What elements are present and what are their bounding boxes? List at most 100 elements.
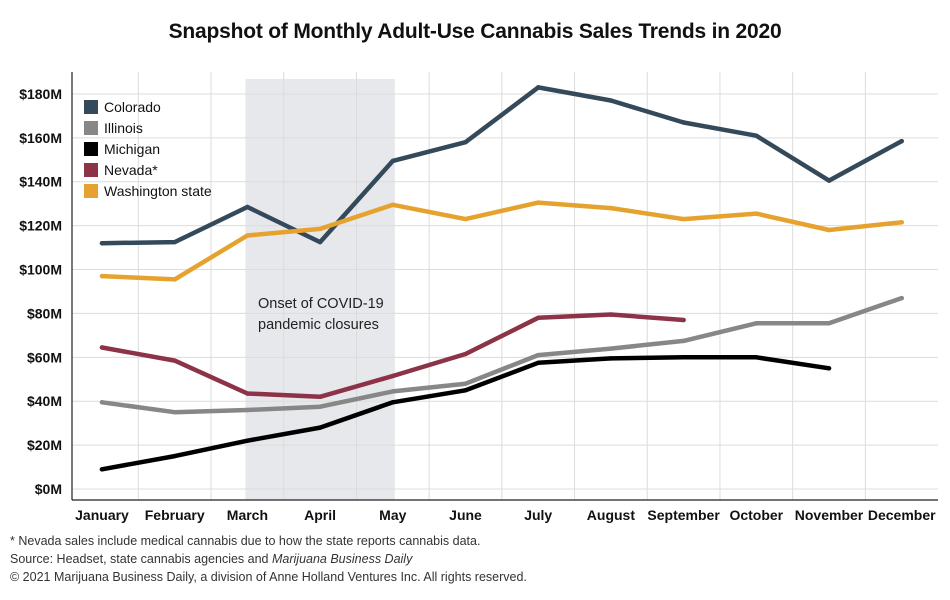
data-point-colorado [463,140,468,145]
line-chart: $0M $20M $40M $60M $80M $100M $120M $140M $160M $… [19,72,938,523]
y-tick-label: $20M [27,437,62,453]
data-point-washington-state [463,216,468,222]
legend-label: Washington state [104,183,212,199]
x-tick-label: September [647,507,720,523]
source-note: Source: Headset, state cannabis agencies… [10,552,412,566]
data-point-nevada [172,358,177,363]
data-point-michigan [754,355,759,360]
data-point-washington-state [826,227,832,233]
data-point-colorado [536,85,541,90]
source-prefix: Source: Headset, state cannabis agencies… [10,552,272,566]
data-point-illinois [681,338,686,344]
covid-annotation-text: pandemic closures [258,317,379,333]
data-point-nevada [463,351,468,357]
x-tick-label: March [227,507,268,523]
data-point-washington-state [245,233,250,238]
data-point-colorado [172,239,177,245]
source-publication: Marijuana Business Daily [271,552,413,566]
data-point-illinois [536,352,541,358]
data-point-michigan [245,438,250,443]
data-point-illinois [390,389,395,394]
x-tick-label: April [304,507,336,523]
data-point-michigan [826,366,832,371]
data-point-illinois [899,295,904,301]
series-line-washington-state [99,200,904,282]
data-point-michigan [608,356,614,361]
legend-label: Illinois [104,120,143,136]
legend-swatch [84,121,98,135]
data-point-colorado [754,133,759,138]
data-point-michigan [681,355,686,360]
x-tick-label: July [524,507,552,523]
data-point-washington-state [899,220,904,225]
legend-swatch [84,184,98,198]
data-point-colorado [317,239,323,245]
y-tick-label: $160M [19,130,62,146]
data-point-nevada [536,315,541,321]
data-point-nevada [99,345,105,350]
copyright-note: © 2021 Marijuana Business Daily, a divis… [10,570,527,584]
x-tick-label: January [75,507,129,523]
data-point-washington-state [99,273,105,279]
data-point-illinois [317,404,323,409]
data-point-illinois [608,346,614,351]
x-tick-label: June [449,507,482,523]
data-point-washington-state [536,200,541,205]
data-point-nevada [317,394,323,400]
data-point-michigan [99,467,105,472]
data-point-washington-state [681,216,686,222]
data-point-illinois [99,400,105,405]
legend-swatch [84,163,98,177]
data-point-washington-state [608,205,614,211]
legend-label: Colorado [104,99,161,115]
x-tick-label: November [795,507,864,523]
x-tick-label: May [379,507,406,523]
legend-label: Michigan [104,141,160,157]
data-point-washington-state [317,226,323,232]
data-point-michigan [390,400,395,405]
data-point-colorado [899,138,904,144]
series-line-illinois [99,295,904,415]
data-point-nevada [608,312,614,317]
data-point-illinois [754,321,759,326]
y-tick-label: $0M [35,481,62,497]
data-point-washington-state [172,277,177,282]
series-line-colorado [99,85,904,246]
data-point-illinois [172,410,177,415]
data-point-colorado [681,120,686,125]
data-point-illinois [826,321,832,326]
y-tick-label: $80M [27,305,62,321]
data-point-michigan [536,360,541,366]
y-tick-label: $140M [19,174,62,190]
data-point-michigan [317,425,323,430]
data-point-nevada [390,373,395,379]
data-point-michigan [172,453,177,459]
data-point-colorado [99,241,105,246]
data-point-colorado [390,158,395,164]
data-point-colorado [826,178,832,183]
data-point-nevada [681,317,686,323]
data-point-washington-state [390,202,395,207]
y-tick-label: $40M [27,393,62,409]
data-point-illinois [245,407,250,413]
chart-title: Snapshot of Monthly Adult-Use Cannabis S… [168,20,782,43]
data-point-colorado [245,204,250,210]
y-tick-label: $60M [27,349,62,365]
y-tick-label: $180M [19,86,62,102]
footnote: * Nevada sales include medical cannabis … [10,534,481,548]
data-point-washington-state [754,211,759,216]
data-point-michigan [463,388,468,393]
data-point-colorado [608,98,614,103]
covid-annotation-text: Onset of COVID-19 [258,296,384,312]
legend-swatch [84,100,98,114]
y-tick-label: $100M [19,262,62,278]
x-tick-label: August [587,507,636,523]
x-tick-label: February [145,507,205,523]
data-point-nevada [245,391,250,396]
y-tick-label: $120M [19,218,62,234]
data-point-illinois [463,381,468,386]
legend-label: Nevada* [104,162,158,178]
legend-swatch [84,142,98,156]
x-tick-label: October [729,507,783,523]
x-tick-label: December [868,507,936,523]
